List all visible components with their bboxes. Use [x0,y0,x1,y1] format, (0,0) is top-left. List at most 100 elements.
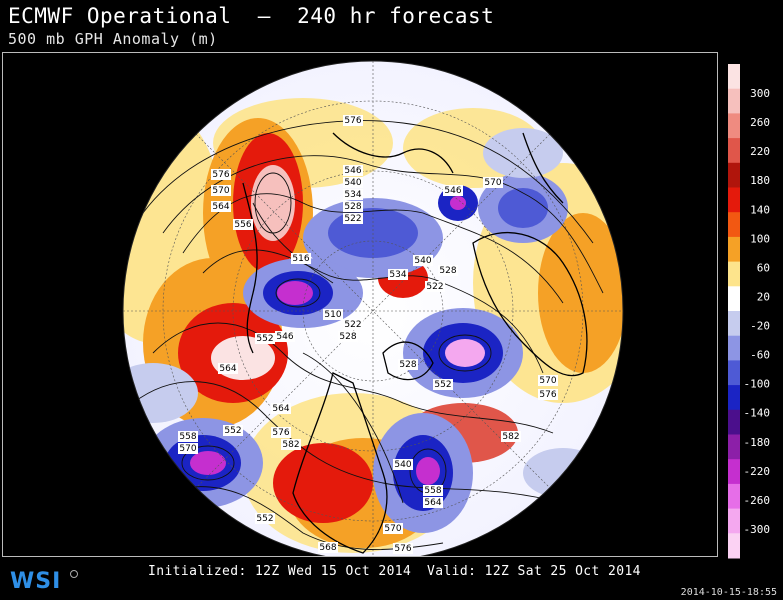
svg-text:564: 564 [424,498,441,508]
contour-value-label: 570 [211,185,231,196]
forecast-map-graphic: 576 576 570 564 556 546 540 534 528 522 546 570 516 5… [3,53,717,556]
svg-text:570: 570 [539,376,556,386]
contour-value-label: 564 [211,201,231,212]
colorbar-swatch [728,459,740,485]
svg-text:528: 528 [344,202,361,212]
colorbar-tick-label: 60 [757,261,770,274]
svg-text:540: 540 [344,178,361,188]
svg-text:570: 570 [212,186,229,196]
contour-value-label: 534 [343,189,363,200]
colorbar-graphic: 300 260 220 180 140 100 60 20 -20 -60 -100 -140 -180… [728,64,771,559]
contour-value-label: 576 [343,115,363,126]
svg-text:546: 546 [444,186,461,196]
contour-value-label: 522 [343,319,363,330]
contour-value-label: 552 [223,425,243,436]
svg-text:540: 540 [414,256,431,266]
colorbar-tick-label: -180 [744,436,771,449]
svg-text:570: 570 [484,178,501,188]
contour-value-label: 582 [501,431,521,442]
coastlines [242,132,588,554]
svg-text:556: 556 [234,220,251,230]
svg-text:576: 576 [272,428,289,438]
contour-value-label: 546 [275,331,295,342]
svg-text:540: 540 [394,460,411,470]
svg-text:558: 558 [179,432,196,442]
contour-value-label: 552 [255,513,275,524]
colorbar-swatch [728,533,740,559]
svg-text:564: 564 [212,202,229,212]
colorbar-swatch [728,360,740,386]
logo-registered-icon [70,570,78,578]
colorbar-tick-label: -140 [744,407,771,420]
contour-value-label: 528 [438,265,458,276]
contour-value-label: 522 [425,281,445,292]
svg-text:522: 522 [426,282,443,292]
contour-value-label: 570 [178,443,198,454]
colorbar-tick-label: 300 [750,87,770,100]
contour-value-label: 528 [343,201,363,212]
svg-text:576: 576 [539,390,556,400]
colorbar-swatch [728,212,740,238]
svg-text:528: 528 [399,360,416,370]
colorbar-tick-label: 140 [750,203,770,216]
svg-text:534: 534 [344,190,361,200]
svg-text:570: 570 [384,524,401,534]
svg-text:552: 552 [256,514,273,524]
contour-value-label: 534 [388,269,408,280]
contour-value-label: 556 [233,219,253,230]
colorbar-swatch [728,311,740,337]
svg-text:534: 534 [389,270,406,280]
colorbar-swatch [728,286,740,312]
colorbar-tick-label: 220 [750,145,770,158]
contour-value-label: 522 [343,213,363,224]
svg-text:564: 564 [219,364,236,374]
svg-text:528: 528 [439,266,456,276]
wsi-logo: WSI [10,569,62,594]
svg-text:570: 570 [179,444,196,454]
contour-value-label: 558 [423,485,443,496]
svg-text:552: 552 [434,380,451,390]
contour-value-label: 558 [178,431,198,442]
svg-text:576: 576 [394,544,411,554]
contour-value-label: 510 [323,309,343,320]
svg-text:522: 522 [344,320,361,330]
colorbar-swatch [728,434,740,460]
colorbar-swatch [728,483,740,510]
colorbar-swatch [728,138,740,164]
forecast-map: 576 576 570 564 556 546 540 534 528 522 546 570 516 5… [2,52,718,557]
contour-value-label: 570 [538,375,558,386]
colorbar-swatch [728,236,740,263]
colorbar-tick-label: 20 [757,290,770,303]
colorbar-swatch [728,88,740,114]
colorbar-tick-label: -20 [750,320,770,333]
colorbar-swatch [728,385,740,411]
generated-timestamp: 2014-10-15-18:55 [680,587,777,598]
colorbar-tick-label: -300 [744,523,771,536]
contour-value-label: 546 [443,185,463,196]
colorbar-tick-label: -100 [744,378,771,391]
colorbar-tick-label: 180 [750,174,770,187]
colorbar-swatch [728,508,740,534]
contour-value-label: 540 [413,255,433,266]
svg-text:546: 546 [276,332,293,342]
initialized-time: Initialized: 12Z Wed 15 Oct 2014 [148,564,412,579]
contour-value-label: 570 [483,177,503,188]
colorbar: 300 260 220 180 140 100 60 20 -20 -60 -100 -140 -180… [726,60,771,560]
contour-value-label: 564 [423,497,443,508]
svg-text:582: 582 [502,432,519,442]
svg-text:576: 576 [212,170,229,180]
colorbar-swatch [728,187,740,213]
svg-text:510: 510 [324,310,341,320]
colorbar-swatch [728,409,740,435]
contour-value-label: 576 [211,169,231,180]
colorbar-swatch [728,335,740,361]
contour-value-label: 570 [383,523,403,534]
colorbar-tick-label: 100 [750,232,770,245]
contour-value-label: 568 [318,542,338,553]
chart-title: ECMWF Operational – 240 hr forecast [8,4,495,28]
contour-value-label: 528 [398,359,418,370]
contour-value-label: 516 [291,253,311,264]
colorbar-tick-label: -60 [750,349,770,362]
colorbar-swatch [728,64,740,90]
contour-value-label: 552 [433,379,453,390]
